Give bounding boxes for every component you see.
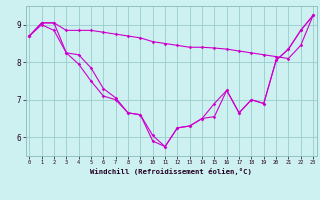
X-axis label: Windchill (Refroidissement éolien,°C): Windchill (Refroidissement éolien,°C) [90, 168, 252, 175]
